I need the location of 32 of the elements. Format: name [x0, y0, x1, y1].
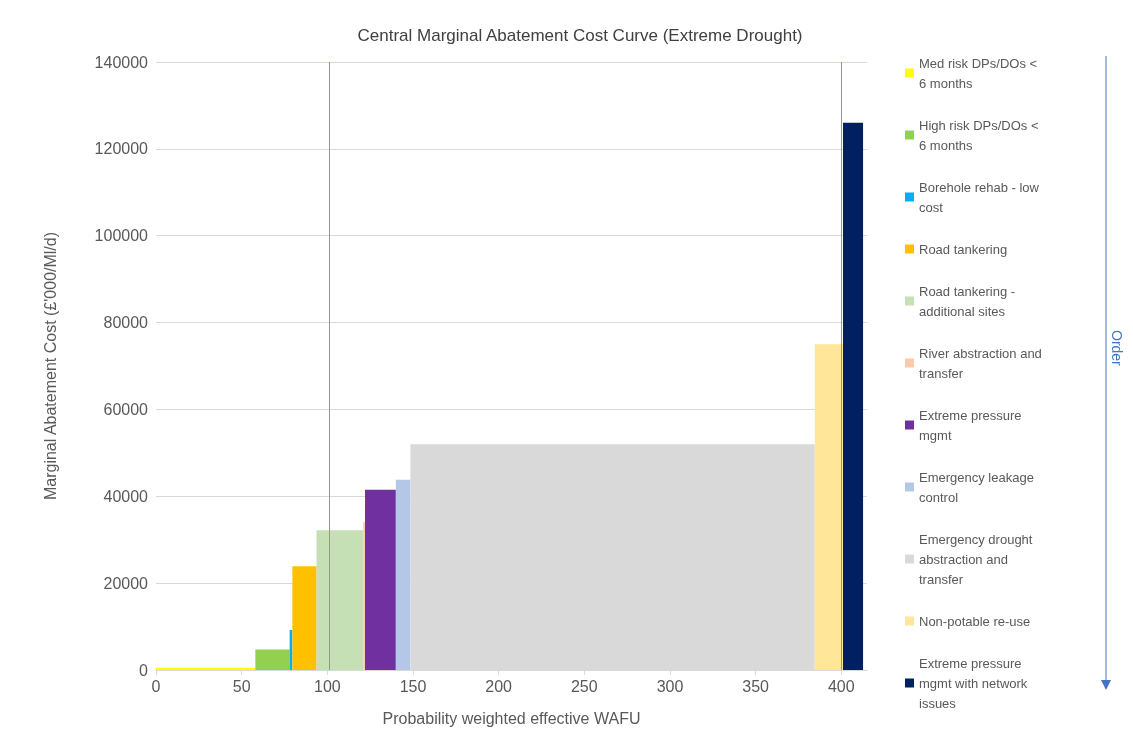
x-tick-label: 200	[485, 677, 513, 695]
legend-label: Med risk DPs/DOs < 6 months	[919, 55, 1041, 91]
text: Order	[1109, 330, 1125, 367]
x-tick-label: 150	[399, 677, 427, 695]
legend-label: Road tankering	[919, 241, 1008, 257]
x-tick-label: 0	[151, 677, 161, 695]
legend-label: Emergency drought abstraction and transfer	[919, 531, 1037, 587]
legend-label: Non-potable re-use	[919, 613, 1031, 629]
x-tick-label: 300	[656, 677, 684, 695]
chart-title: Central Marginal Abatement Cost Curve (Extreme Drought)	[357, 26, 803, 45]
y-tick-label: 20000	[103, 574, 149, 592]
y-tick-label: 80000	[103, 314, 149, 332]
legend-label: Borehole rehab - low cost	[919, 179, 1043, 215]
y-axis-title: Marginal Abatement Cost (£'000/Ml/d)	[41, 231, 59, 501]
legend-label: High risk DPs/DOs < 6 months	[919, 117, 1043, 153]
x-tick-label: 400	[827, 677, 855, 695]
x-axis-title: Probability weighted effective WAFU	[382, 709, 641, 727]
legend-label: Emergency leakage control	[919, 469, 1038, 505]
y-tick-label: 100000	[94, 227, 149, 245]
y-tick-label: 140000	[94, 53, 149, 71]
legend-label: River abstraction and transfer	[919, 345, 1046, 381]
y-tick-label: 60000	[103, 400, 149, 418]
y-tick-label: 0	[139, 661, 149, 679]
y-tick-label: 120000	[94, 140, 149, 158]
x-tick-label: 100	[313, 677, 341, 695]
x-tick-label: 350	[742, 677, 770, 695]
legend-label: Road tankering - additional sites	[919, 283, 1019, 319]
legend-label: Extreme pressure mgmt with network issues	[919, 655, 1031, 711]
x-tick-label: 50	[232, 677, 251, 695]
x-tick-label: 250	[570, 677, 598, 695]
legend-label: Extreme pressure mgmt	[919, 407, 1026, 443]
y-tick-label: 40000	[103, 487, 149, 505]
